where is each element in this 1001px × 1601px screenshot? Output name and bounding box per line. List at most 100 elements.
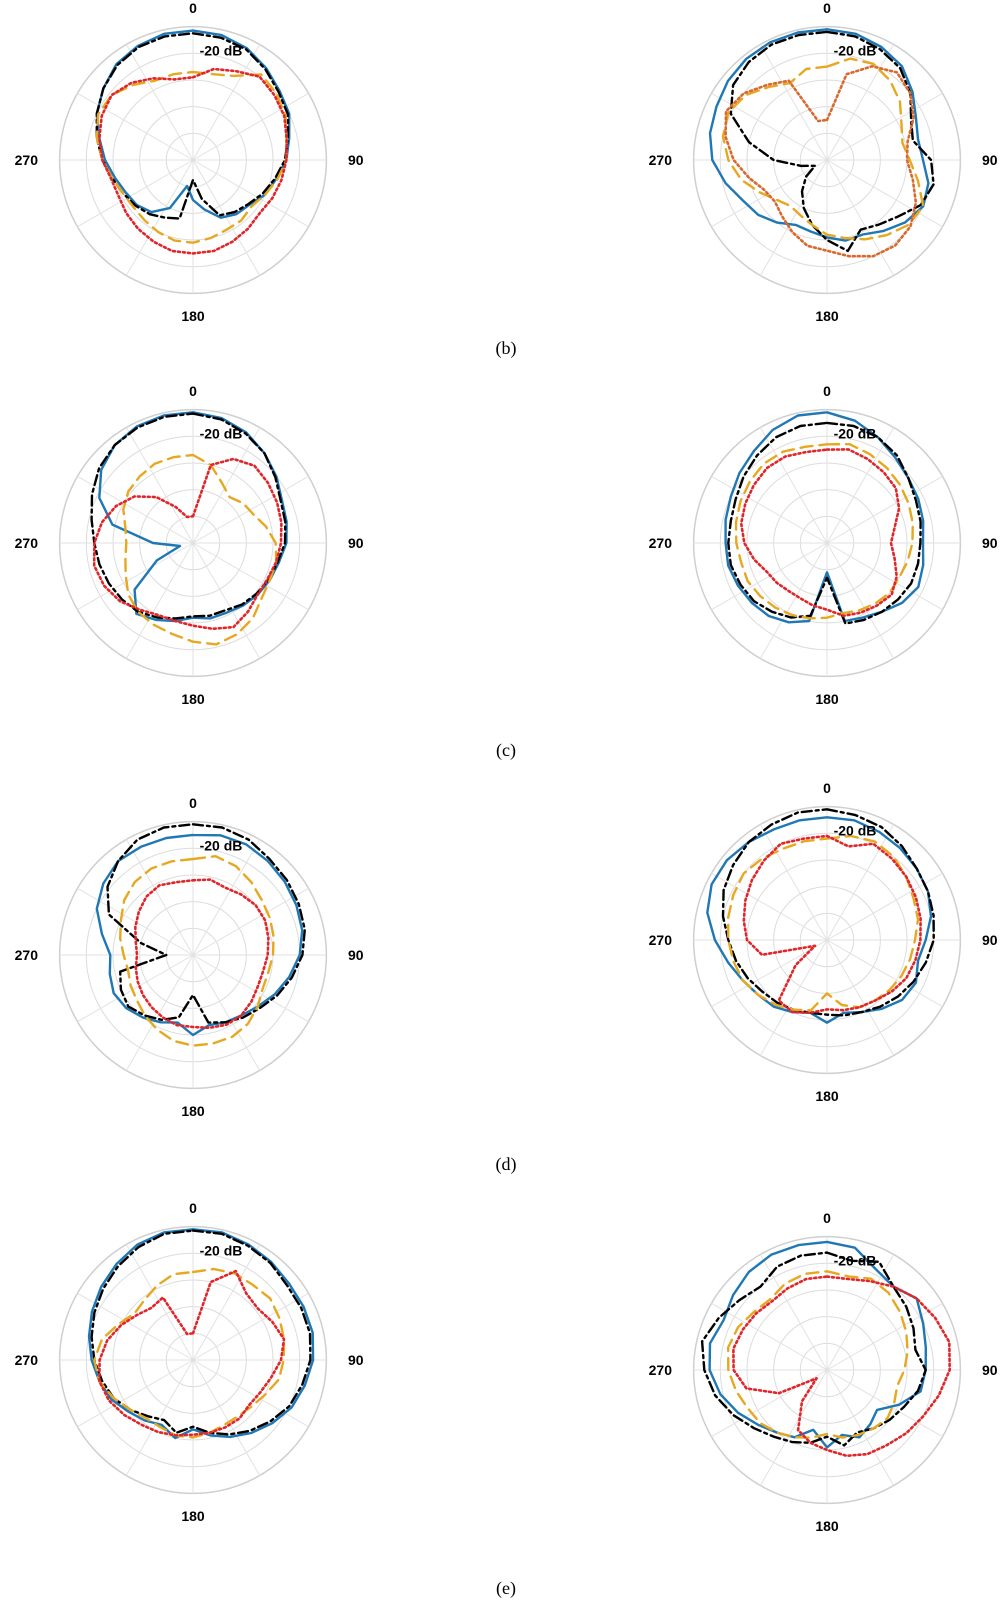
angle-tick-180: 180	[181, 691, 205, 707]
grid-spoke	[192, 1359, 261, 1476]
polar-panel-b-left: -20 dB 0 90 180 270	[15, 0, 364, 324]
series-line-0	[95, 833, 304, 1037]
grid-spoke	[711, 92, 828, 161]
angle-tick-90: 90	[982, 152, 998, 168]
series-line-0	[708, 28, 930, 242]
grid-spoke	[192, 159, 309, 228]
angle-tick-270: 270	[15, 947, 39, 963]
angle-tick-90: 90	[348, 152, 364, 168]
angle-tick-0: 0	[823, 383, 831, 399]
series-line-1	[90, 1229, 312, 1436]
grid-spoke	[826, 92, 943, 161]
grid-spoke	[192, 475, 309, 544]
grid-spoke	[77, 542, 194, 611]
angle-tick-270: 270	[15, 1352, 39, 1368]
grid-spoke	[192, 954, 309, 1023]
series-line-1	[721, 808, 935, 1017]
angle-tick-0: 0	[189, 0, 197, 16]
angle-tick-180: 180	[815, 308, 839, 324]
angle-tick-180: 180	[815, 691, 839, 707]
angle-tick-270: 270	[649, 1362, 673, 1378]
grid-spoke	[77, 475, 194, 544]
series-line-2	[119, 855, 275, 1047]
grid-spoke	[192, 887, 309, 956]
polar-panel-c-left: -20 dB 0 90 180 270	[15, 383, 364, 707]
series-line-3	[739, 448, 901, 618]
grid-spoke	[826, 159, 943, 228]
angle-tick-90: 90	[982, 932, 998, 948]
series-line-0	[706, 816, 933, 1024]
series-line-0	[98, 411, 288, 623]
grid-spoke	[826, 939, 895, 1056]
grid-spoke	[192, 542, 309, 611]
series-line-1	[700, 1251, 927, 1447]
grid-spoke	[77, 954, 194, 1023]
grid-spoke	[192, 839, 261, 956]
series-line-3	[92, 457, 283, 631]
grid-spoke	[759, 542, 828, 659]
angle-tick-0: 0	[189, 795, 197, 811]
ring-label: -20 dB	[834, 823, 877, 839]
caption-b: (b)	[496, 338, 517, 359]
angle-tick-90: 90	[348, 1352, 364, 1368]
grid-spoke	[826, 939, 943, 1008]
ring-label: -20 dB	[200, 426, 243, 442]
angle-tick-0: 0	[189, 1200, 197, 1216]
grid-spoke	[77, 1359, 194, 1428]
series-line-0	[87, 1228, 315, 1440]
grid-spoke	[759, 824, 828, 941]
grid-spoke	[192, 1244, 261, 1361]
angle-tick-180: 180	[815, 1088, 839, 1104]
grid-spoke	[192, 1359, 309, 1428]
polar-panel-d-right: -20 dB 0 90 180 270	[649, 780, 998, 1104]
caption-d: (d)	[496, 1154, 517, 1175]
polar-panels: -20 dB 0 90 180 270 -20 dB 0 90 180 270 -20 dB 0 90 1…	[15, 0, 998, 1534]
caption-e: (e)	[496, 1578, 516, 1599]
angle-tick-180: 180	[815, 1518, 839, 1534]
angle-tick-270: 270	[649, 932, 673, 948]
grid-spoke	[826, 1302, 943, 1371]
ring-label: -20 dB	[834, 1253, 877, 1269]
angle-tick-270: 270	[649, 152, 673, 168]
angle-tick-90: 90	[982, 535, 998, 551]
grid-spoke	[192, 92, 309, 161]
angle-tick-270: 270	[15, 535, 39, 551]
grid-spoke	[77, 159, 194, 228]
grid-spoke	[125, 954, 194, 1071]
ring-label: -20 dB	[200, 43, 243, 59]
grid-spoke	[759, 159, 828, 276]
grid-spoke	[125, 1244, 194, 1361]
angle-tick-90: 90	[982, 1362, 998, 1378]
series-line-3	[134, 878, 270, 1030]
grid-spoke	[711, 475, 828, 544]
angle-tick-180: 180	[181, 1103, 205, 1119]
grid-spoke	[826, 427, 895, 544]
angle-tick-270: 270	[649, 535, 673, 551]
grid-spoke	[826, 1369, 895, 1486]
grid-spoke	[826, 542, 895, 659]
series-line-2	[734, 443, 914, 620]
series-line-3	[742, 834, 922, 1015]
grid-spoke	[711, 939, 828, 1008]
angle-tick-0: 0	[189, 383, 197, 399]
series-line-3	[98, 67, 288, 255]
series-line-2	[727, 834, 920, 1012]
angle-tick-270: 270	[15, 152, 39, 168]
grid-spoke	[125, 44, 194, 161]
series-line-3	[724, 65, 918, 258]
grid-spoke	[759, 427, 828, 544]
polar-panel-d-left: -20 dB 0 90 180 270	[15, 795, 364, 1119]
grid-spoke	[192, 542, 261, 659]
series-line-2	[122, 453, 278, 646]
series-line-2	[721, 57, 925, 241]
grid-spoke	[826, 159, 895, 276]
series-line-3	[732, 1275, 951, 1458]
grid-spoke	[192, 159, 261, 276]
angle-tick-90: 90	[348, 947, 364, 963]
series-line-3	[98, 1269, 286, 1437]
grid-spoke	[826, 44, 895, 161]
grid-spoke	[826, 1254, 895, 1371]
polar-panel-e-right: -20 dB 0 90 180 270	[649, 1210, 998, 1534]
ring-label: -20 dB	[200, 1243, 243, 1259]
